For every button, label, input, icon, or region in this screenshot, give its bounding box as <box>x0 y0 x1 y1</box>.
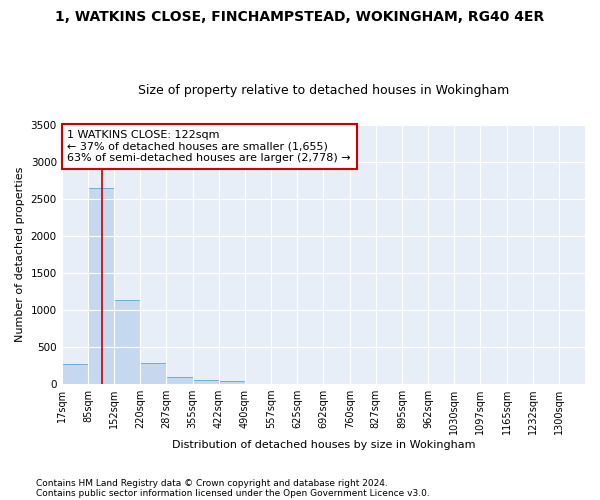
X-axis label: Distribution of detached houses by size in Wokingham: Distribution of detached houses by size … <box>172 440 475 450</box>
Text: Contains HM Land Registry data © Crown copyright and database right 2024.: Contains HM Land Registry data © Crown c… <box>36 478 388 488</box>
Bar <box>62 364 88 384</box>
Title: Size of property relative to detached houses in Wokingham: Size of property relative to detached ho… <box>138 84 509 97</box>
Text: 1, WATKINS CLOSE, FINCHAMPSTEAD, WOKINGHAM, RG40 4ER: 1, WATKINS CLOSE, FINCHAMPSTEAD, WOKINGH… <box>55 10 545 24</box>
Text: 1 WATKINS CLOSE: 122sqm
← 37% of detached houses are smaller (1,655)
63% of semi: 1 WATKINS CLOSE: 122sqm ← 37% of detache… <box>67 130 351 163</box>
Text: Contains public sector information licensed under the Open Government Licence v3: Contains public sector information licen… <box>36 488 430 498</box>
Bar <box>166 378 193 384</box>
Bar <box>88 188 114 384</box>
Y-axis label: Number of detached properties: Number of detached properties <box>15 166 25 342</box>
Bar <box>140 363 166 384</box>
Bar <box>218 382 245 384</box>
Bar <box>193 380 218 384</box>
Bar <box>114 300 140 384</box>
